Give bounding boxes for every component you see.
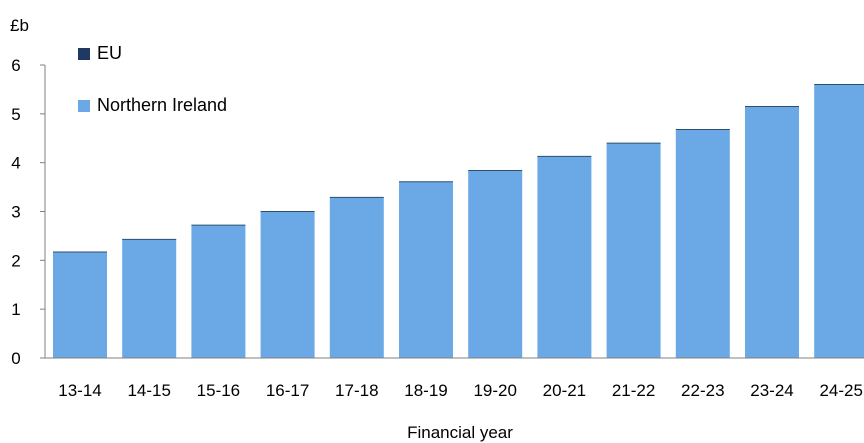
y-tick-label: 4	[11, 154, 20, 173]
bars	[53, 84, 864, 359]
y-tick-label: 2	[11, 251, 20, 270]
x-axis-ticks: 13-14 14-15 15-16 16-17 17-18 18-19 19-20 20-21…	[58, 381, 863, 400]
x-tick-label: 15-16	[197, 381, 240, 400]
legend-label: Northern Ireland	[97, 95, 227, 115]
legend: EU Northern Ireland	[78, 43, 227, 115]
y-tick-label: 6	[11, 56, 20, 75]
x-tick-label: 20-21	[543, 381, 586, 400]
x-tick-label: 17-18	[335, 381, 378, 400]
bar	[606, 143, 661, 358]
bar	[814, 84, 864, 359]
bar	[122, 239, 177, 358]
y-tick-label: 0	[11, 349, 20, 368]
y-tick-label: 3	[11, 203, 20, 222]
x-axis-label: Financial year	[407, 423, 513, 442]
x-tick-label: 13-14	[58, 381, 101, 400]
legend-swatch	[78, 48, 90, 60]
y-tick-label: 1	[11, 300, 20, 319]
bar	[53, 252, 107, 358]
x-tick-label: 18-19	[404, 381, 447, 400]
bar	[191, 225, 246, 358]
bar	[329, 197, 384, 358]
x-tick-label: 21-22	[612, 381, 655, 400]
y-tick-label: 5	[11, 105, 20, 124]
bar	[260, 211, 315, 358]
y-axis-label: £b	[10, 16, 29, 35]
bar	[675, 129, 730, 358]
bar	[537, 156, 592, 358]
x-tick-label: 16-17	[266, 381, 309, 400]
x-tick-label: 23-24	[750, 381, 793, 400]
legend-swatch	[78, 100, 90, 112]
bar	[745, 106, 799, 358]
x-tick-label: 19-20	[473, 381, 516, 400]
x-tick-label: 22-23	[681, 381, 724, 400]
legend-label: EU	[97, 43, 122, 63]
x-tick-label: 14-15	[127, 381, 170, 400]
y-axis-ticks: 0 1 2 3 4 5 6	[11, 56, 45, 368]
bar	[468, 170, 523, 358]
x-tick-label: 24-25	[819, 381, 862, 400]
bar	[399, 181, 453, 358]
